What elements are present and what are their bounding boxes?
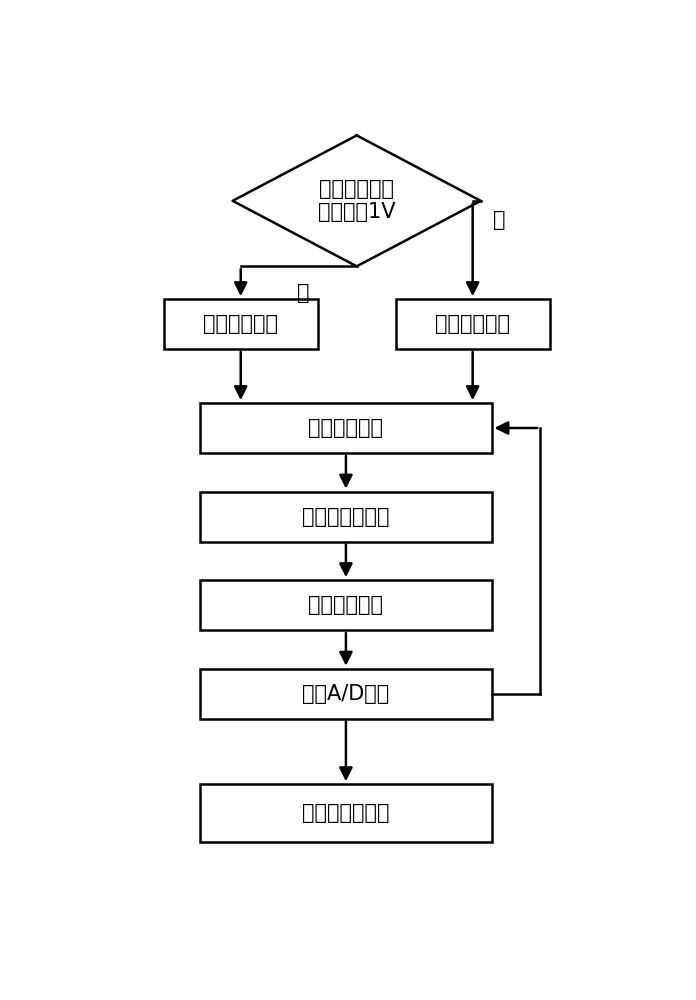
Text: 闭合模拟开关: 闭合模拟开关	[203, 314, 278, 334]
FancyBboxPatch shape	[396, 299, 550, 349]
FancyBboxPatch shape	[200, 669, 491, 719]
FancyBboxPatch shape	[200, 784, 491, 842]
Text: 否: 否	[493, 210, 506, 230]
Text: 信号归一化处理: 信号归一化处理	[302, 803, 390, 823]
FancyBboxPatch shape	[200, 492, 491, 542]
Text: 获取信号包络: 获取信号包络	[308, 418, 383, 438]
Text: 是: 是	[296, 283, 309, 303]
FancyBboxPatch shape	[200, 580, 491, 630]
Text: 包络值比较输出: 包络值比较输出	[302, 507, 390, 527]
Text: 触发A/D转换: 触发A/D转换	[302, 684, 390, 704]
FancyBboxPatch shape	[200, 403, 491, 453]
Text: 调节程控增益: 调节程控增益	[308, 595, 383, 615]
FancyBboxPatch shape	[164, 299, 317, 349]
Text: 二级放大电路
的输出＞1V: 二级放大电路 的输出＞1V	[318, 179, 395, 222]
Text: 断开模拟开关: 断开模拟开关	[435, 314, 510, 334]
